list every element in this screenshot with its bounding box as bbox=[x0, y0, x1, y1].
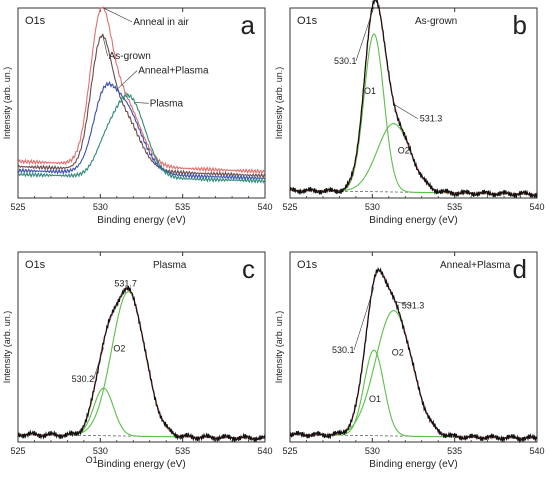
x-tick-label: 530 bbox=[365, 446, 380, 456]
experimental-data bbox=[289, 267, 538, 444]
x-tick-label: 535 bbox=[447, 446, 462, 456]
fit-envelope bbox=[17, 288, 266, 439]
peak-leader bbox=[393, 103, 418, 119]
fit-envelope bbox=[289, 269, 538, 439]
x-tick-label: 535 bbox=[447, 202, 462, 212]
peak-position-label: 530.1 bbox=[334, 56, 357, 66]
panel-d: 525 530 535 540 Binding energy (eV) Intensity… bbox=[274, 251, 545, 470]
core-level-label: O1s bbox=[297, 259, 318, 271]
component-o2 bbox=[17, 291, 266, 439]
series-label: Anneal in air bbox=[133, 17, 189, 28]
component-name-label: O2 bbox=[398, 146, 410, 156]
panel-title: Anneal+Plasma bbox=[440, 260, 511, 271]
core-level-label: O1s bbox=[297, 15, 318, 27]
x-axis-label: Binding energy (eV) bbox=[369, 215, 457, 226]
component-name-label: O2 bbox=[392, 348, 404, 358]
plot-frame bbox=[17, 251, 266, 443]
peak-position-label: 531.3 bbox=[420, 114, 443, 124]
y-axis-label: Intensity (arb. un.) bbox=[274, 67, 284, 140]
x-tick-label: 540 bbox=[257, 202, 272, 212]
component-o2 bbox=[289, 310, 538, 439]
x-tick-label: 530 bbox=[93, 202, 108, 212]
panel-letter: c bbox=[242, 254, 255, 284]
component-o1 bbox=[17, 387, 266, 439]
y-axis-label: Intensity (arb. un.) bbox=[2, 67, 12, 140]
panel-letter: d bbox=[513, 254, 527, 284]
fit-envelope bbox=[289, 0, 538, 195]
component-name-label: O1 bbox=[86, 455, 98, 465]
panel-a: 525 530 535 540 Binding energy (eV) Intensity… bbox=[2, 6, 273, 226]
x-tick-label: 525 bbox=[282, 202, 297, 212]
y-axis-label: Intensity (arb. un.) bbox=[274, 311, 284, 384]
y-axis-label: Intensity (arb. un.) bbox=[2, 311, 12, 384]
component-name-label: O2 bbox=[113, 344, 125, 354]
x-tick-label: 525 bbox=[10, 446, 25, 456]
x-tick-label: 535 bbox=[175, 446, 190, 456]
panel-title: Plasma bbox=[153, 260, 187, 271]
plot-frame bbox=[289, 251, 538, 443]
x-tick-label: 530 bbox=[93, 446, 108, 456]
series-line-plasma bbox=[17, 92, 266, 184]
series-label: Anneal+Plasma bbox=[138, 66, 209, 77]
peak-leader bbox=[353, 286, 375, 351]
experimental-data bbox=[17, 285, 266, 443]
experimental-data bbox=[289, 0, 538, 199]
plot-frame bbox=[289, 7, 538, 199]
component-name-label: O1 bbox=[369, 394, 381, 404]
core-level-label: O1s bbox=[25, 15, 46, 27]
series-label: Plasma bbox=[150, 98, 184, 109]
x-tick-label: 530 bbox=[365, 202, 380, 212]
x-tick-label: 540 bbox=[529, 202, 544, 212]
x-axis-label: Binding energy (eV) bbox=[369, 459, 457, 470]
label-leader bbox=[116, 70, 138, 90]
x-tick-label: 535 bbox=[175, 202, 190, 212]
x-axis-label: Binding energy (eV) bbox=[97, 459, 185, 470]
peak-leader bbox=[93, 347, 104, 380]
series-line-anneal-in-air bbox=[17, 6, 266, 175]
peak-position-label: 531.7 bbox=[114, 279, 137, 289]
peak-leader bbox=[393, 300, 412, 306]
plot-frame bbox=[17, 7, 266, 199]
panel-letter: a bbox=[241, 10, 256, 40]
panel-c: 525 530 535 540 Binding energy (eV) Intensity… bbox=[2, 251, 273, 470]
peak-position-label: 531.3 bbox=[402, 301, 425, 311]
peak-position-label: 530.2 bbox=[72, 374, 95, 384]
label-leader bbox=[102, 35, 108, 57]
series-line-anneal-plasma bbox=[17, 80, 266, 181]
core-level-label: O1s bbox=[25, 259, 46, 271]
panel-letter: b bbox=[513, 10, 527, 40]
peak-leader bbox=[355, 6, 375, 62]
component-name-label: O1 bbox=[364, 86, 376, 96]
x-tick-label: 525 bbox=[10, 202, 25, 212]
peak-position-label: 530.1 bbox=[332, 345, 355, 355]
label-leader bbox=[103, 7, 133, 23]
panel-b: 525 530 535 540 Binding energy (eV) Intensity… bbox=[274, 0, 545, 226]
component-o1 bbox=[289, 33, 538, 195]
series-label: As-grown bbox=[109, 51, 151, 62]
label-leader bbox=[134, 102, 149, 104]
x-axis-label: Binding energy (eV) bbox=[97, 215, 185, 226]
x-tick-label: 540 bbox=[529, 446, 544, 456]
x-tick-label: 540 bbox=[257, 446, 272, 456]
panel-title: As-grown bbox=[415, 16, 457, 27]
x-tick-label: 525 bbox=[282, 446, 297, 456]
